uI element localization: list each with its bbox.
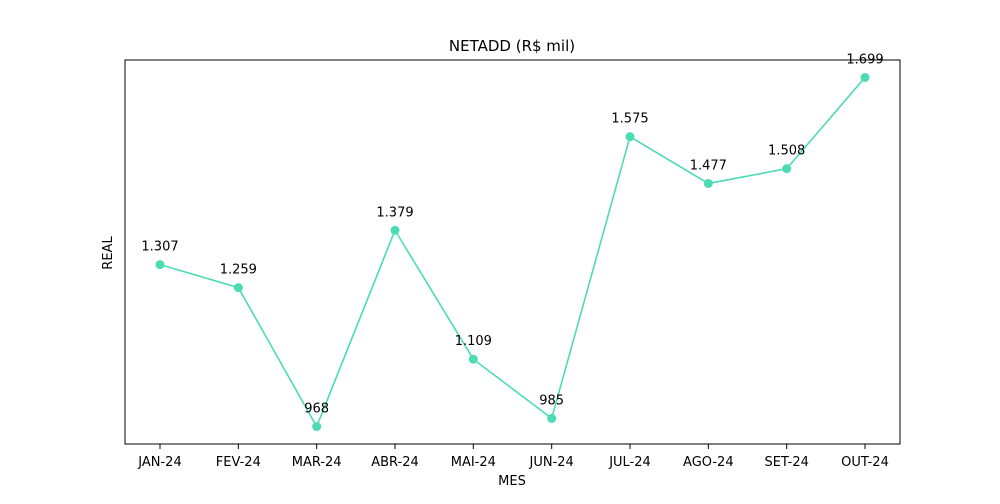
data-point bbox=[703, 178, 713, 188]
data-point bbox=[625, 132, 635, 142]
data-label: 1.508 bbox=[768, 144, 805, 159]
x-tick-label: JUN-24 bbox=[529, 455, 574, 470]
data-point bbox=[155, 260, 165, 270]
x-tick-label: JAN-24 bbox=[137, 455, 181, 470]
x-tick-label: SET-24 bbox=[764, 455, 808, 470]
data-label: 1.575 bbox=[611, 112, 648, 127]
data-point bbox=[860, 72, 870, 82]
x-tick-label: JUL-24 bbox=[608, 455, 651, 470]
data-label: 968 bbox=[304, 402, 329, 417]
data-label: 1.259 bbox=[220, 263, 257, 278]
data-point bbox=[233, 283, 243, 293]
x-tick-label: ABR-24 bbox=[371, 455, 419, 470]
x-tick-label: OUT-24 bbox=[841, 455, 889, 470]
data-point bbox=[312, 422, 322, 432]
data-point bbox=[547, 413, 557, 423]
series-line bbox=[159, 76, 866, 429]
x-tick-label: AGO-24 bbox=[683, 455, 734, 470]
data-point bbox=[468, 354, 478, 364]
series-line-group bbox=[159, 76, 866, 429]
data-label: 1.477 bbox=[690, 158, 727, 173]
data-point bbox=[390, 225, 400, 235]
series-points-group bbox=[155, 72, 870, 432]
data-label: 1.379 bbox=[376, 205, 413, 220]
plot-frame bbox=[124, 59, 901, 445]
data-point bbox=[782, 164, 792, 174]
x-tick-label: FEV-24 bbox=[216, 455, 261, 470]
y-axis-label: REAL bbox=[101, 236, 116, 270]
x-tick-label: MAR-24 bbox=[292, 455, 342, 470]
data-label: 985 bbox=[539, 393, 564, 408]
data-label: 1.699 bbox=[846, 52, 883, 67]
data-labels-group: 1.307 1.259 968 1.379 1.109 985 1.575 1.477 1.50… bbox=[141, 52, 883, 416]
chart-title: NETADD (R$ mil) bbox=[449, 37, 575, 55]
x-tick-label: MAI-24 bbox=[451, 455, 496, 470]
x-axis-label: MES bbox=[498, 474, 526, 489]
x-axis: JAN-24 FEV-24 MAR-24 ABR-24 MAI-24 JUN-24 JUL-… bbox=[137, 444, 889, 470]
data-label: 1.307 bbox=[141, 240, 178, 255]
data-label: 1.109 bbox=[455, 334, 492, 349]
